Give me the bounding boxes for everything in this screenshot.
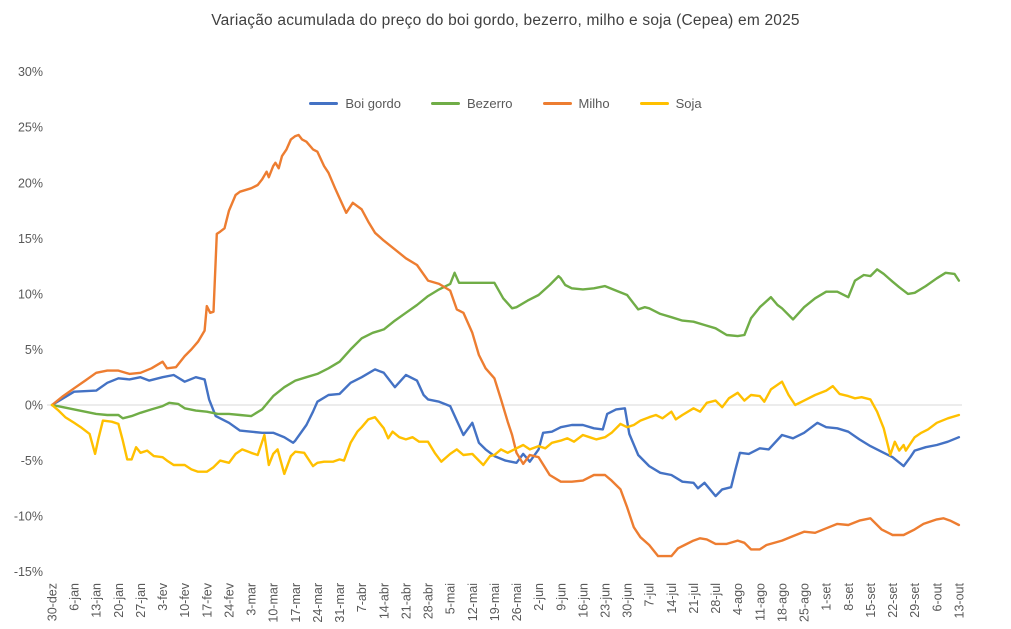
series-line-boi-gordo [50, 368, 961, 498]
legend-item-bezerro: Bezerro [431, 96, 513, 111]
legend-item-soja: Soja [639, 96, 702, 111]
y-axis-label: 5% [25, 343, 43, 357]
chart-legend: Boi gordo Bezerro Milho Soja [0, 96, 1011, 111]
y-axis-label: 20% [18, 176, 43, 190]
x-axis-label: 30-jun [621, 583, 635, 618]
x-axis-label: 21-abr [399, 583, 413, 619]
chart-title: Variação acumulada do preço do boi gordo… [211, 12, 800, 29]
x-axis-label: 13-out [952, 582, 966, 618]
legend-item-boi-gordo: Boi gordo [309, 96, 401, 111]
x-axis-label: 28-jul [709, 583, 723, 614]
legend-swatch-soja [639, 101, 669, 106]
series-line-milho [50, 133, 961, 558]
x-axis-label: 5-mai [444, 583, 458, 614]
x-axis-label: 9-jun [554, 583, 568, 611]
y-axis-label: 10% [18, 287, 43, 301]
x-axis-label: 31-mar [333, 583, 347, 623]
series-line-bezerro [50, 268, 961, 420]
x-axis-label: 3-mar [245, 583, 259, 616]
legend-label-bezerro: Bezerro [467, 96, 513, 111]
x-axis-label: 26-mai [510, 583, 524, 621]
x-axis-label: 8-set [842, 582, 856, 610]
x-axis-label: 30-dez [46, 583, 60, 621]
x-axis-label: 12-mai [466, 583, 480, 621]
x-axis-label: 22-set [886, 582, 900, 617]
x-axis-label: 10-fev [178, 582, 192, 617]
x-axis-label: 3-fev [156, 582, 170, 611]
x-axis-label: 25-ago [798, 583, 812, 622]
x-axis-label: 10-mar [267, 583, 281, 623]
x-axis-label: 6-out [930, 582, 944, 611]
x-axis-label: 14-abr [377, 583, 391, 619]
x-axis-label: 29-set [908, 582, 922, 617]
y-axis-label: -10% [14, 510, 43, 524]
x-axis-label: 19-mai [488, 583, 502, 621]
legend-item-milho: Milho [542, 96, 610, 111]
y-axis-label: 0% [25, 399, 43, 413]
y-axis-label: 15% [18, 232, 43, 246]
x-axis-label: 13-jan [90, 583, 104, 618]
x-axis-label: 24-fev [222, 582, 236, 617]
series-line-soja [50, 380, 961, 476]
x-axis-label: 14-jul [665, 583, 679, 614]
legend-swatch-boi-gordo [309, 101, 339, 106]
legend-swatch-bezerro [431, 101, 460, 106]
x-axis-label: 20-jan [112, 583, 126, 618]
x-axis-label: 1-set [820, 582, 834, 610]
legend-label-soja: Soja [675, 96, 702, 111]
y-axis-label: -5% [21, 454, 43, 468]
y-axis-label: 30% [18, 65, 43, 79]
x-axis-label: 11-ago [753, 583, 767, 621]
x-axis-label: 17-mar [289, 583, 303, 623]
legend-swatch-milho [542, 101, 572, 106]
x-axis-label: 21-jul [687, 583, 701, 614]
x-axis-label: 16-jun [576, 583, 590, 618]
x-axis-label: 18-ago [775, 583, 789, 622]
x-axis-label: 6-jan [68, 583, 82, 611]
legend-label-boi-gordo: Boi gordo [345, 96, 401, 111]
y-axis-label: -15% [14, 565, 43, 579]
legend-label-milho: Milho [578, 96, 610, 111]
x-axis-label: 2-jun [532, 583, 546, 611]
x-axis-label: 7-jul [643, 583, 657, 607]
x-axis-label: 27-jan [134, 583, 148, 618]
x-axis-label: 15-set [864, 582, 878, 617]
x-axis-label: 17-fev [200, 582, 214, 617]
x-axis-label: 4-ago [731, 583, 745, 615]
x-axis-label: 7-abr [355, 583, 369, 612]
x-axis-label: 28-abr [422, 583, 436, 619]
x-axis-label: 23-jun [599, 583, 613, 618]
y-axis-label: 25% [18, 121, 43, 135]
x-axis-label: 24-mar [311, 583, 325, 623]
